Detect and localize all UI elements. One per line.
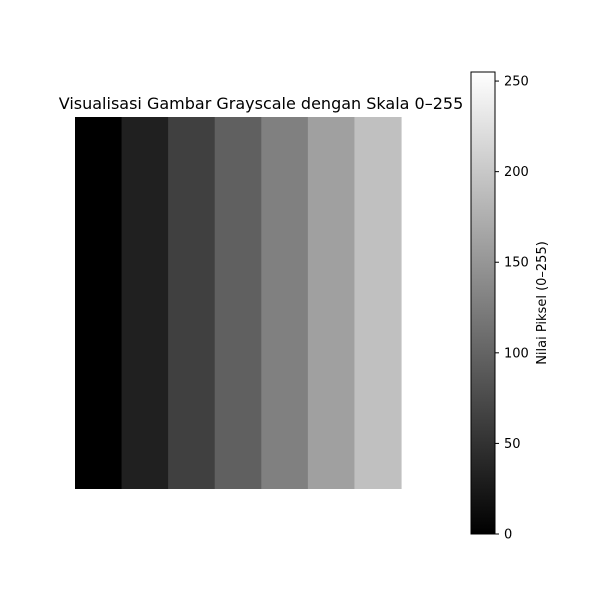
colorbar-ticks: 0 50 100 150 200 250: [495, 75, 529, 543]
colorbar: 0 50 100 150 200 250 Nilai Piksel (0–255): [470, 71, 550, 543]
heatmap-column-3: [168, 117, 216, 489]
heatmap-column-6: [307, 117, 356, 489]
colorbar-tick-label: 150: [504, 256, 529, 271]
heatmap-column-4: [214, 117, 262, 489]
heatmap-column-1: [75, 117, 123, 489]
colorbar-gradient: [470, 71, 496, 535]
colorbar-tick-label: 200: [504, 165, 529, 180]
colorbar-label: Nilai Piksel (0–255): [535, 241, 550, 365]
heatmap-column-5: [261, 117, 309, 489]
colorbar-tick-label: 250: [504, 75, 529, 90]
colorbar-tick-label: 100: [504, 346, 529, 361]
chart-title: Visualisasi Gambar Grayscale dengan Skal…: [59, 94, 464, 113]
heatmap-column-7: [354, 117, 402, 489]
colorbar-tick-label: 0: [504, 528, 512, 543]
heatmap-column-2: [121, 117, 169, 489]
colorbar-tick-label: 50: [504, 437, 521, 452]
heatmap: [75, 117, 402, 489]
